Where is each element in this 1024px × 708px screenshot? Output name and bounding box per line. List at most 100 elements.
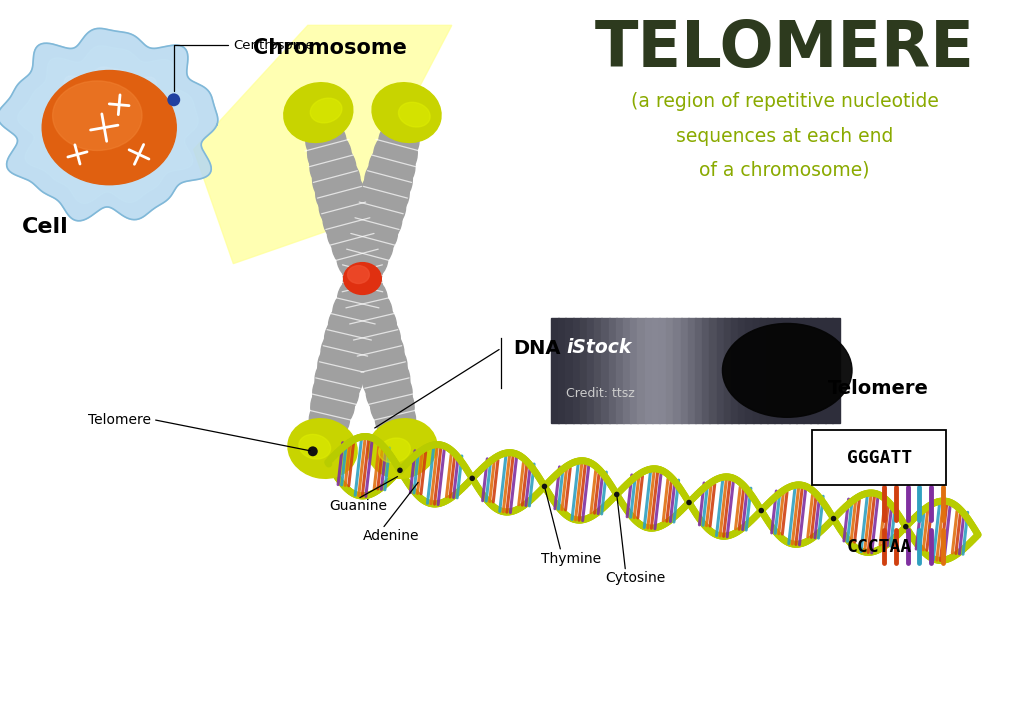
Ellipse shape (315, 167, 365, 220)
Ellipse shape (374, 130, 418, 178)
Ellipse shape (337, 236, 378, 281)
Text: Thymine: Thymine (541, 552, 601, 566)
Circle shape (686, 500, 692, 506)
Bar (824, 319, 833, 423)
Ellipse shape (371, 382, 414, 430)
Bar (695, 319, 703, 423)
Bar (572, 319, 581, 423)
Circle shape (903, 524, 908, 530)
Ellipse shape (315, 353, 362, 405)
Ellipse shape (338, 276, 378, 321)
Bar (767, 319, 775, 423)
Ellipse shape (325, 313, 372, 365)
Ellipse shape (348, 288, 392, 336)
Ellipse shape (310, 382, 354, 430)
Bar (645, 319, 653, 423)
Ellipse shape (362, 353, 410, 405)
Ellipse shape (321, 326, 370, 379)
Ellipse shape (344, 263, 381, 295)
Circle shape (308, 446, 317, 456)
Text: Guanine: Guanine (330, 499, 388, 513)
Bar (702, 319, 711, 423)
Ellipse shape (332, 222, 376, 270)
Text: GGGATT: GGGATT (847, 449, 912, 467)
Bar (803, 319, 811, 423)
Bar (731, 319, 739, 423)
Ellipse shape (319, 180, 368, 233)
Ellipse shape (347, 236, 388, 281)
Polygon shape (42, 67, 174, 183)
Ellipse shape (304, 108, 341, 148)
Bar (565, 319, 573, 423)
Bar (717, 319, 725, 423)
Ellipse shape (343, 266, 379, 305)
Bar (623, 319, 631, 423)
Bar (812, 430, 946, 485)
Ellipse shape (288, 418, 357, 479)
Ellipse shape (347, 276, 387, 321)
Ellipse shape (312, 367, 358, 418)
Ellipse shape (350, 300, 396, 350)
Bar (688, 319, 696, 423)
Circle shape (167, 93, 180, 106)
Ellipse shape (357, 180, 406, 233)
Bar (753, 319, 761, 423)
Text: Centrosome: Centrosome (174, 39, 314, 91)
Bar (738, 319, 746, 423)
Ellipse shape (329, 300, 375, 350)
Ellipse shape (310, 142, 356, 193)
Text: TELOMERE: TELOMERE (595, 18, 975, 81)
Bar (774, 319, 782, 423)
Bar (580, 319, 588, 423)
Text: sequences at each end: sequences at each end (676, 127, 893, 146)
Ellipse shape (333, 288, 377, 336)
Circle shape (759, 508, 764, 513)
Text: Adenine: Adenine (362, 529, 419, 543)
Text: DNA: DNA (513, 338, 561, 358)
Ellipse shape (384, 108, 421, 148)
Ellipse shape (347, 266, 370, 283)
Ellipse shape (352, 313, 400, 365)
Bar (587, 319, 595, 423)
Ellipse shape (306, 119, 346, 164)
Bar (551, 319, 559, 423)
Ellipse shape (346, 266, 382, 305)
Circle shape (397, 467, 402, 473)
Ellipse shape (42, 71, 176, 185)
Text: Cell: Cell (22, 217, 69, 237)
Polygon shape (0, 28, 218, 221)
Ellipse shape (367, 367, 413, 418)
Bar (615, 319, 624, 423)
Circle shape (542, 484, 547, 489)
Ellipse shape (379, 438, 411, 462)
Ellipse shape (365, 154, 413, 207)
Bar (558, 319, 566, 423)
Ellipse shape (369, 142, 415, 193)
Ellipse shape (284, 83, 353, 142)
Ellipse shape (342, 252, 379, 292)
Bar (831, 319, 840, 423)
Text: CCCTAA: CCCTAA (847, 537, 912, 556)
Bar (652, 319, 660, 423)
Circle shape (830, 516, 837, 521)
Ellipse shape (358, 339, 408, 392)
Bar (608, 319, 616, 423)
Ellipse shape (398, 102, 430, 127)
Bar (710, 319, 718, 423)
Bar (724, 319, 732, 423)
Bar (681, 319, 689, 423)
Text: Chromosome: Chromosome (253, 38, 408, 58)
Bar (760, 319, 768, 423)
Ellipse shape (723, 324, 852, 417)
Ellipse shape (346, 252, 382, 292)
Bar (796, 319, 804, 423)
Text: (a region of repetitive nucleotide: (a region of repetitive nucleotide (631, 92, 938, 111)
Polygon shape (194, 25, 452, 263)
Ellipse shape (308, 413, 344, 452)
Ellipse shape (299, 435, 331, 459)
Text: of a chromosome): of a chromosome) (699, 161, 869, 179)
Bar (667, 319, 675, 423)
Ellipse shape (312, 154, 360, 207)
Circle shape (469, 476, 475, 481)
Text: Telomere: Telomere (828, 379, 929, 398)
